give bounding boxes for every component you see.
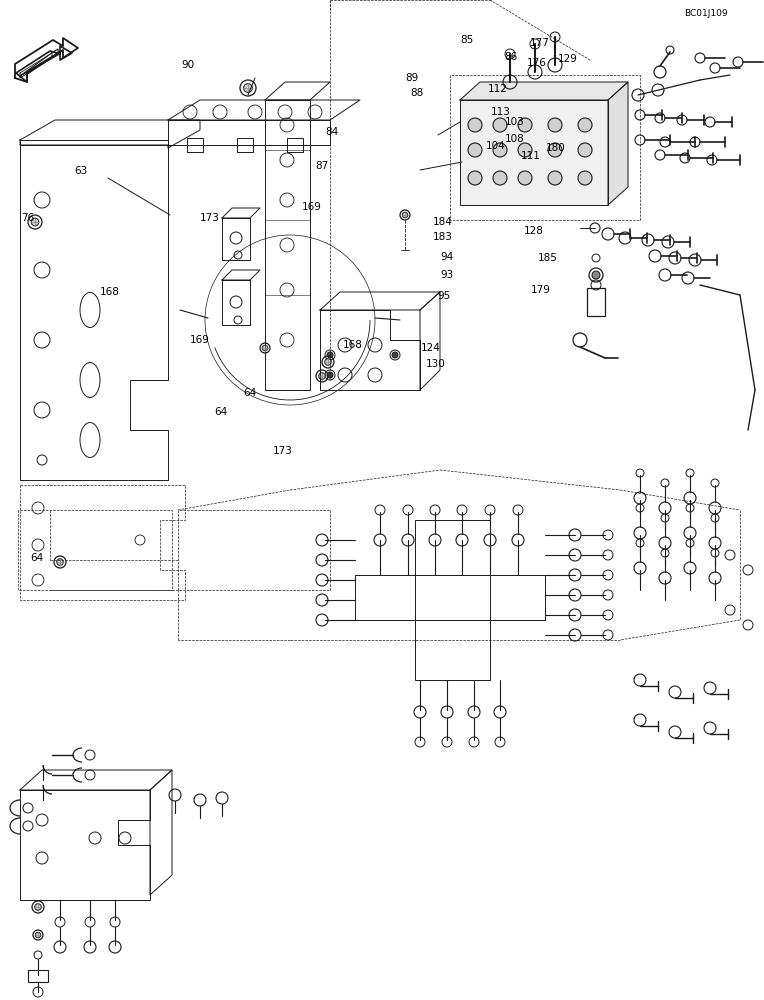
Text: 86: 86	[504, 52, 517, 62]
Circle shape	[468, 143, 482, 157]
Text: 130: 130	[426, 359, 446, 369]
Circle shape	[518, 171, 532, 185]
Text: 169: 169	[190, 335, 210, 345]
Text: 128: 128	[523, 226, 543, 236]
Bar	[355, 575, 545, 620]
Text: 93: 93	[441, 270, 454, 280]
Circle shape	[403, 212, 408, 218]
Circle shape	[325, 359, 332, 365]
Circle shape	[31, 218, 39, 226]
Text: 95: 95	[437, 291, 450, 301]
Text: 88: 88	[410, 88, 423, 98]
Text: 124: 124	[421, 343, 441, 353]
Circle shape	[493, 171, 507, 185]
Circle shape	[578, 143, 592, 157]
Polygon shape	[608, 82, 628, 205]
Circle shape	[548, 143, 562, 157]
Bar	[237, 138, 253, 152]
Circle shape	[319, 373, 325, 379]
Polygon shape	[16, 46, 72, 82]
Circle shape	[578, 171, 592, 185]
Bar	[187, 138, 203, 152]
Text: BC01J109: BC01J109	[684, 9, 727, 18]
Circle shape	[548, 171, 562, 185]
Text: 103: 103	[505, 117, 525, 127]
Text: 84: 84	[325, 127, 338, 137]
Circle shape	[548, 118, 562, 132]
Bar	[415, 520, 490, 680]
Circle shape	[578, 118, 592, 132]
Circle shape	[57, 559, 63, 565]
Text: 64: 64	[215, 407, 228, 417]
Circle shape	[34, 904, 41, 910]
Text: 63: 63	[74, 166, 87, 176]
Polygon shape	[20, 53, 52, 78]
Text: 113: 113	[491, 107, 511, 117]
Bar	[460, 100, 608, 205]
Text: 180: 180	[545, 143, 565, 153]
Text: 177: 177	[530, 38, 550, 48]
Text: 108: 108	[505, 134, 525, 144]
Bar	[28, 970, 48, 982]
Text: 104: 104	[486, 141, 506, 151]
Text: 87: 87	[316, 161, 329, 171]
Circle shape	[244, 84, 252, 92]
Polygon shape	[15, 38, 78, 82]
Text: 90: 90	[182, 60, 195, 70]
Text: 173: 173	[199, 213, 219, 223]
Circle shape	[518, 143, 532, 157]
Circle shape	[592, 271, 600, 279]
Circle shape	[327, 352, 333, 358]
Text: 64: 64	[31, 553, 44, 563]
Text: 129: 129	[558, 54, 578, 64]
Text: 85: 85	[460, 35, 473, 45]
Circle shape	[262, 345, 267, 351]
Circle shape	[493, 143, 507, 157]
Polygon shape	[460, 82, 628, 100]
Circle shape	[35, 932, 40, 938]
Circle shape	[468, 171, 482, 185]
Circle shape	[468, 118, 482, 132]
Text: 184: 184	[433, 217, 453, 227]
Text: 176: 176	[527, 58, 547, 68]
Text: 183: 183	[433, 232, 453, 242]
Text: 168: 168	[343, 340, 363, 350]
Text: 64: 64	[243, 388, 256, 398]
Circle shape	[518, 118, 532, 132]
Text: 111: 111	[521, 151, 541, 161]
Circle shape	[493, 118, 507, 132]
Circle shape	[327, 372, 333, 378]
Polygon shape	[20, 49, 58, 76]
Circle shape	[392, 352, 398, 358]
Text: 179: 179	[531, 285, 551, 295]
Text: 169: 169	[302, 202, 322, 212]
Bar	[587, 288, 605, 316]
Text: 185: 185	[538, 253, 558, 263]
Bar	[287, 138, 303, 152]
Text: 89: 89	[405, 73, 418, 83]
Text: 76: 76	[21, 213, 34, 223]
Text: 94: 94	[441, 252, 454, 262]
Text: 168: 168	[100, 287, 120, 297]
Text: 112: 112	[487, 84, 507, 94]
Text: 173: 173	[273, 446, 293, 456]
